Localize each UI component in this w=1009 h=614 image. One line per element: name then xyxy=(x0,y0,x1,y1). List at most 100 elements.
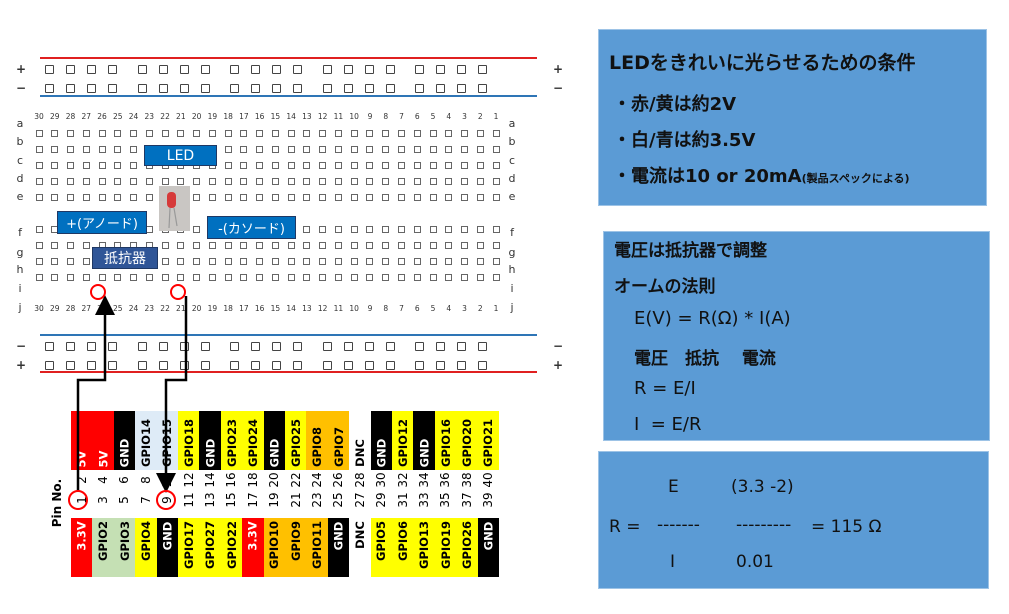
hole xyxy=(256,274,264,281)
hole xyxy=(114,146,122,153)
hole xyxy=(445,242,453,249)
pin-label: GPIO16 xyxy=(438,419,453,467)
pin-label: GPIO7 xyxy=(331,427,346,467)
pin-label: GPIO22 xyxy=(224,521,239,569)
column-number: 17 xyxy=(239,304,249,313)
pin-label: GPIO19 xyxy=(438,521,453,569)
column-number: 12 xyxy=(317,112,328,121)
hole xyxy=(161,178,169,185)
pin-label-cell-5: GPIO3 xyxy=(113,518,136,577)
calc-bar-1: ------- xyxy=(657,515,700,535)
hole xyxy=(397,274,405,281)
rail-hole xyxy=(66,84,75,93)
hole xyxy=(350,146,358,153)
pin-label-cell-12: GPIO18 xyxy=(178,411,200,470)
hole xyxy=(193,194,201,201)
hole xyxy=(193,130,201,137)
pin-label: GPIO3 xyxy=(117,521,132,561)
rail-hole xyxy=(457,342,466,351)
rail-hole xyxy=(200,65,210,74)
pin-label-cell-35: GPIO19 xyxy=(434,518,457,577)
rail-hole xyxy=(293,84,302,93)
hole xyxy=(319,242,327,249)
hole xyxy=(271,146,279,153)
led-photo xyxy=(159,186,190,231)
row-label-j: j xyxy=(18,301,22,314)
rail-hole xyxy=(179,342,189,351)
pin-number-27: 27 xyxy=(352,492,367,508)
hole xyxy=(334,242,342,249)
row-label-g: g xyxy=(16,246,24,259)
hole xyxy=(240,274,248,281)
row-label-f: f xyxy=(18,226,22,239)
pin-label-cell-11: GPIO17 xyxy=(178,518,200,577)
hole xyxy=(492,226,500,233)
hole xyxy=(476,258,484,265)
hole xyxy=(35,130,43,137)
pin-label: GND xyxy=(202,438,217,467)
hole xyxy=(177,258,185,265)
rail-hole xyxy=(436,342,445,351)
pin-label: GPIO26 xyxy=(459,521,474,569)
column-number: 10 xyxy=(349,112,359,121)
hole xyxy=(35,258,43,265)
hole xyxy=(224,162,232,169)
rail-hole xyxy=(293,65,302,74)
hole xyxy=(476,242,484,249)
hole xyxy=(445,194,453,201)
hole xyxy=(51,274,59,281)
hole xyxy=(413,146,421,153)
hole xyxy=(177,178,185,185)
column-number: 1 xyxy=(493,112,499,121)
rail-sign-top-plus: + xyxy=(16,62,27,76)
hole xyxy=(67,162,75,169)
hole xyxy=(240,258,248,265)
hole xyxy=(98,130,106,137)
column-number: 30 xyxy=(34,112,44,121)
rail-hole xyxy=(179,361,189,370)
hole xyxy=(492,258,500,265)
column-number: 1 xyxy=(493,304,499,313)
column-number: 25 xyxy=(113,304,123,313)
condition-current: ・電流は10 or 20mA(製品スペックによる) xyxy=(613,166,910,187)
rail-hole xyxy=(415,65,424,74)
hole xyxy=(224,178,232,185)
hole xyxy=(366,178,374,185)
hole xyxy=(429,130,437,137)
hole xyxy=(429,274,437,281)
hole xyxy=(35,162,43,169)
rail-hole xyxy=(251,84,260,93)
hole xyxy=(256,258,264,265)
rail-hole xyxy=(108,361,117,370)
pin-number-33: 33 xyxy=(417,492,432,508)
rail-hole xyxy=(108,84,117,93)
hole xyxy=(303,130,311,137)
hole xyxy=(114,274,122,281)
hole xyxy=(193,274,201,281)
hole xyxy=(429,162,437,169)
column-number: 16 xyxy=(254,304,265,313)
hole xyxy=(350,194,358,201)
hole xyxy=(476,226,484,233)
pin-label-cell-18: GPIO24 xyxy=(242,411,264,470)
hole xyxy=(397,258,405,265)
pin-label: GPIO20 xyxy=(459,419,474,467)
column-number: 23 xyxy=(144,112,155,121)
rail-hole xyxy=(364,65,374,74)
rail-hole xyxy=(45,361,54,370)
hole xyxy=(98,274,106,281)
column-number: 20 xyxy=(191,112,202,121)
column-number: 30 xyxy=(34,304,44,313)
pin-label-cell-2: 5V xyxy=(71,411,93,470)
pin-number-19: 19 xyxy=(267,492,282,508)
row-label-j-right: j xyxy=(510,301,514,314)
column-number: 11 xyxy=(333,304,344,313)
pin-label-cell-36: GPIO16 xyxy=(434,411,457,470)
rail-hole xyxy=(457,361,466,370)
rail-hole xyxy=(66,65,75,74)
rail-hole xyxy=(230,65,239,74)
pin-label: GPIO13 xyxy=(417,521,432,569)
pin-number-22: 22 xyxy=(288,472,303,488)
column-number: 26 xyxy=(97,112,107,121)
